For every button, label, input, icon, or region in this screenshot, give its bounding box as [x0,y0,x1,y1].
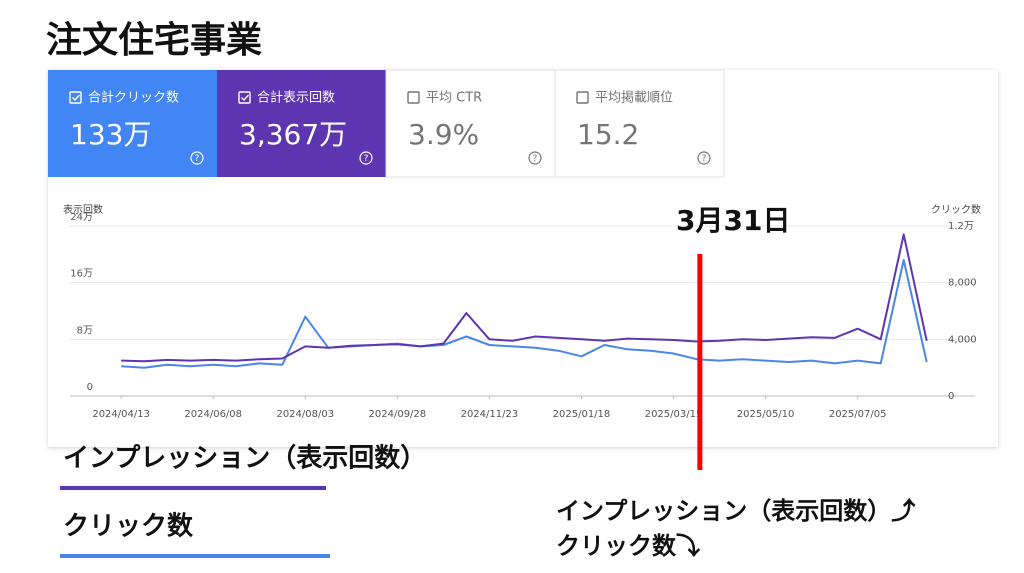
help-icon [528,151,542,165]
help-icon [697,151,711,165]
x-tick-label: 2024/06/08 [184,409,242,420]
help-icon-glyph: ? [702,154,707,164]
help-icon-glyph: ? [533,154,538,164]
metric-card[interactable]: 合計クリック数 133万? [48,70,217,177]
y2-tick-label: 1.2万 [948,221,974,232]
help-icon [190,151,204,165]
y-tick-label: 24万 [70,212,93,223]
x-tick-label: 2024/09/28 [369,409,427,420]
card-value: 3.9% [408,118,479,151]
checkbox [407,91,420,104]
help-icon-glyph: ? [195,154,200,164]
y2-tick-label: 4,000 [948,334,977,345]
card-label: 合計表示回数 [257,90,335,106]
y2-axis-title: クリック数 [931,203,981,216]
card-value: 3,367万 [239,118,347,151]
y2-tick-label: 8,000 [948,278,977,289]
check-mark [72,94,81,102]
y-tick-label: 16万 [70,269,93,280]
card-label: 平均掲載順位 [595,90,673,106]
x-tick-label: 2025/01/18 [553,409,611,420]
x-tick-label: 2025/05/10 [737,409,795,420]
note-text: インプレッション（表示回数）⤴ [556,497,916,525]
x-tick-label: 2024/04/13 [92,409,150,420]
legend-label: インプレッション（表示回数） [63,444,426,474]
metric-card[interactable]: 平均掲載順位 15.2? [554,69,725,178]
card-value: 133万 [70,118,151,151]
page-title: 注文住宅事業 [46,19,262,61]
x-tick-label: 2024/08/03 [276,409,334,420]
legend-label: クリック数 [63,512,194,542]
card-label: 合計クリック数 [88,90,179,106]
x-tick-label: 2024/11/23 [461,409,519,420]
y2-tick-label: 0 [948,391,954,402]
note-text: クリック数⤵ [556,532,701,560]
y-tick-label: 8万 [77,325,93,336]
checkbox [576,91,589,104]
metric-card[interactable]: 合計表示回数 3,367万? [217,70,386,177]
checkbox [238,91,251,104]
check-mark [241,94,250,102]
series-line [121,233,928,363]
series-line [121,259,928,369]
help-icon [359,151,373,165]
annotation-label: 3月31日 [676,204,790,237]
y-tick-label: 0 [87,382,93,393]
card-bg [48,70,217,177]
x-tick-label: 2025/03/15 [645,409,703,420]
card-value: 15.2 [577,118,639,151]
y-axis-title: 表示回数 [63,203,103,216]
card-bg [385,69,556,178]
metric-card[interactable]: 平均 CTR 3.9%? [385,69,556,178]
checkbox [69,91,82,104]
card-label: 平均 CTR [426,91,482,106]
help-icon-glyph: ? [364,154,369,164]
x-tick-label: 2025/07/05 [829,409,887,420]
card-bg [554,69,725,178]
card-bg [217,70,386,177]
